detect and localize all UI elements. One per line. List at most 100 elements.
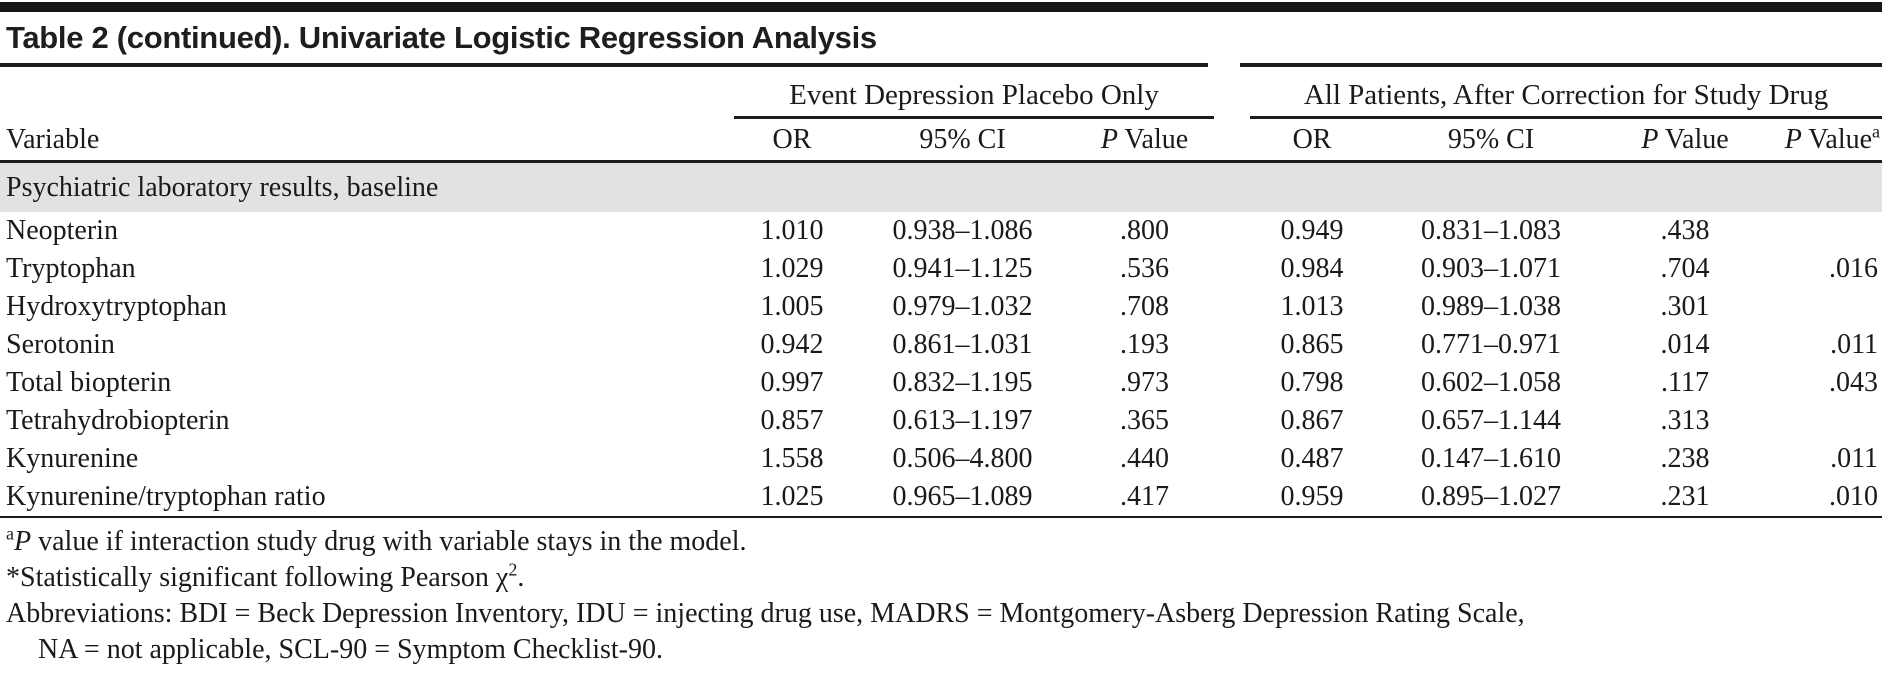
column-header-ci-2: 95% CI [1384, 119, 1599, 163]
table-bottom-rule [0, 516, 1882, 518]
cell-p-interaction: .010 [1829, 481, 1879, 512]
cell-or-1: 0.942 [760, 329, 824, 360]
cell-variable: Serotonin [6, 329, 115, 360]
column-header-ci-1: 95% CI [850, 119, 1075, 163]
cell-variable: Kynurenine [6, 443, 139, 474]
cell-or-1: 1.029 [760, 253, 824, 284]
cell-ci-2: 0.895–1.027 [1421, 481, 1562, 512]
cell-p-2: .014 [1660, 329, 1710, 360]
cell-p-1: .417 [1120, 481, 1169, 512]
group-header-placebo-label: Event Depression Placebo Only [734, 67, 1215, 119]
table-row: Tryptophan 1.029 0.941–1.125 .536 0.984 … [0, 250, 1882, 288]
cell-ci-2: 0.989–1.038 [1421, 291, 1562, 322]
group-header-placebo: Event Depression Placebo Only [734, 67, 1215, 119]
cell-ci-2: 0.771–0.971 [1421, 329, 1562, 360]
title-underline [0, 63, 1882, 67]
cell-ci-2: 0.147–1.610 [1421, 443, 1562, 474]
table-title: Table 2 (continued). Univariate Logistic… [6, 19, 877, 55]
cell-or-1: 0.857 [760, 405, 824, 436]
cell-ci-1: 0.938–1.086 [892, 215, 1033, 246]
cell-or-2: 0.959 [1280, 481, 1344, 512]
cell-ci-1: 0.832–1.195 [892, 367, 1033, 398]
cell-ci-2: 0.657–1.144 [1421, 405, 1562, 436]
footnote-a-marker: a [1872, 121, 1881, 142]
cell-p-1: .440 [1120, 443, 1169, 474]
cell-variable: Neopterin [6, 215, 118, 246]
cell-or-1: 1.005 [760, 291, 824, 322]
section-band-row: Psychiatric laboratory results, baseline [0, 161, 1882, 212]
cell-variable: Kynurenine/tryptophan ratio [6, 481, 326, 512]
cell-or-2: 0.984 [1280, 253, 1344, 284]
table-row: Serotonin 0.942 0.861–1.031 .193 0.865 0… [0, 326, 1882, 364]
cell-variable: Total biopterin [6, 367, 172, 398]
cell-ci-1: 0.861–1.031 [892, 329, 1033, 360]
cell-p-2: .313 [1660, 405, 1710, 436]
cell-or-2: 0.798 [1280, 367, 1344, 398]
footnote-a: aP value if interaction study drug with … [6, 523, 747, 557]
table-row: Kynurenine/tryptophan ratio 1.025 0.965–… [0, 478, 1882, 516]
cell-p-1: .800 [1120, 215, 1169, 246]
cell-or-1: 1.025 [760, 481, 824, 512]
cell-or-1: 1.010 [760, 215, 824, 246]
table-row: Hydroxytryptophan 1.005 0.979–1.032 .708… [0, 288, 1882, 326]
cell-p-1: .708 [1120, 291, 1169, 322]
cell-p-interaction [1772, 288, 1882, 326]
column-header-or-1: OR [734, 119, 850, 163]
cell-p-2: .704 [1660, 253, 1710, 284]
column-header-variable: Variable [0, 119, 734, 163]
cell-p-2: .231 [1660, 481, 1710, 512]
cell-ci-1: 0.941–1.125 [892, 253, 1033, 284]
cell-ci-1: 0.506–4.800 [892, 443, 1033, 474]
cell-p-interaction: .011 [1830, 443, 1879, 474]
cell-p-2: .117 [1661, 367, 1709, 398]
cell-p-interaction: .011 [1830, 329, 1879, 360]
footnotes: aP value if interaction study drug with … [0, 518, 1882, 668]
cell-or-2: 0.865 [1280, 329, 1344, 360]
column-header-row: Variable OR 95% CI P Value OR 95% CI P V… [0, 119, 1882, 163]
cell-variable: Tryptophan [6, 253, 136, 284]
column-header-pvalue-1: P Value [1075, 119, 1215, 163]
cell-p-interaction: .016 [1829, 253, 1879, 284]
section-label: Psychiatric laboratory results, baseline [0, 161, 1882, 212]
cell-or-1: 1.558 [760, 443, 824, 474]
cell-p-2: .438 [1660, 215, 1710, 246]
cell-or-1: 0.997 [760, 367, 824, 398]
cell-or-2: 0.867 [1280, 405, 1344, 436]
cell-p-interaction [1772, 402, 1882, 440]
column-header-pvalue-interaction: P Valuea [1772, 119, 1882, 163]
title-underline-right-segment [1240, 63, 1882, 67]
table-row: Total biopterin 0.997 0.832–1.195 .973 0… [0, 364, 1882, 402]
cell-p-2: .301 [1660, 291, 1710, 322]
cell-ci-1: 0.965–1.089 [892, 481, 1033, 512]
cell-or-2: 0.949 [1280, 215, 1344, 246]
cell-variable: Hydroxytryptophan [6, 291, 227, 322]
column-header-or-2: OR [1214, 119, 1385, 163]
cell-ci-2: 0.602–1.058 [1421, 367, 1562, 398]
group-header-all-patients-label: All Patients, After Correction for Study… [1250, 67, 1882, 119]
cell-p-1: .536 [1120, 253, 1169, 284]
cell-ci-2: 0.903–1.071 [1421, 253, 1562, 284]
cell-p-interaction [1772, 212, 1882, 250]
top-rule-bar [0, 2, 1882, 12]
column-header-pvalue-2: P Value [1598, 119, 1773, 163]
cell-p-interaction: .043 [1829, 367, 1879, 398]
spanner-empty-cell [0, 67, 734, 119]
cell-or-2: 0.487 [1280, 443, 1344, 474]
cell-ci-1: 0.613–1.197 [892, 405, 1033, 436]
title-underline-left-segment [0, 63, 1208, 67]
footnote-significance: *Statistically significant following Pea… [6, 559, 525, 593]
table-row: Tetrahydrobiopterin 0.857 0.613–1.197 .3… [0, 402, 1882, 440]
group-header-all-patients: All Patients, After Correction for Study… [1214, 67, 1882, 119]
cell-p-1: .365 [1120, 405, 1169, 436]
table-row: Neopterin 1.010 0.938–1.086 .800 0.949 0… [0, 212, 1882, 250]
table-row: Kynurenine 1.558 0.506–4.800 .440 0.487 … [0, 440, 1882, 478]
cell-p-1: .193 [1120, 329, 1169, 360]
regression-table: Event Depression Placebo Only All Patien… [0, 67, 1882, 516]
footnote-abbreviations-line1: Abbreviations: BDI = Beck Depression Inv… [6, 598, 1525, 629]
group-header-row: Event Depression Placebo Only All Patien… [0, 67, 1882, 119]
cell-p-1: .973 [1120, 367, 1169, 398]
title-underline-gap [1208, 63, 1240, 67]
cell-ci-2: 0.831–1.083 [1421, 215, 1562, 246]
cell-p-2: .238 [1660, 443, 1710, 474]
